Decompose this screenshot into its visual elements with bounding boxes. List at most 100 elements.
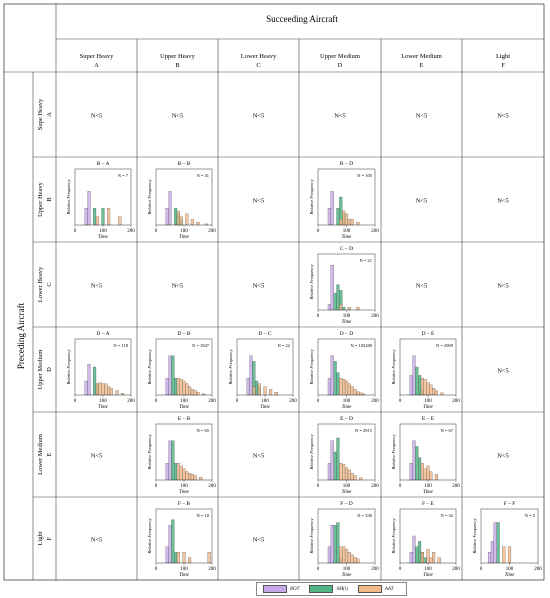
- x-tick-label: 200: [534, 567, 542, 572]
- x-tick-label: 100: [343, 484, 351, 489]
- histogram-bar-rot: [249, 355, 253, 396]
- histogram-bar-aat: [188, 557, 192, 564]
- y-axis-label: Relative Frequency: [147, 519, 152, 555]
- x-axis-label: Time: [342, 490, 353, 495]
- x-axis-label: Time: [342, 235, 353, 240]
- histogram-bar-aat: [342, 379, 346, 396]
- x-tick-label: 100: [180, 399, 188, 404]
- x-tick-label: 100: [424, 567, 432, 572]
- histogram-bar-aat: [190, 219, 194, 226]
- histogram-bar-aat: [185, 471, 189, 481]
- panel-count: N = 10: [196, 513, 209, 518]
- histogram-bar-sm: [336, 372, 340, 396]
- x-axis-label: Time: [179, 235, 190, 240]
- x-tick-label: 200: [208, 229, 216, 234]
- histogram-bar-aat: [342, 210, 346, 226]
- histogram-bar-rot: [412, 355, 416, 396]
- histogram-bar-aat: [196, 222, 200, 226]
- legend: ROT SM(i) AAT: [256, 582, 407, 596]
- histogram-panel: D – C N = 22 0 100 200 Time Relative Frequency: [228, 331, 297, 410]
- empty-cell-label: N<5: [334, 113, 346, 120]
- histogram-bar-aat: [182, 552, 186, 564]
- histogram-bar-sm: [174, 552, 178, 564]
- legend-label-aat: AAT: [384, 586, 394, 592]
- histogram-bar-aat: [101, 383, 105, 396]
- panel-title: D – A: [96, 331, 109, 337]
- panel-title: F – F: [504, 501, 516, 507]
- histogram-bar-rot: [409, 375, 413, 396]
- x-axis-label: Time: [98, 405, 109, 410]
- row-header-letter: B: [46, 197, 53, 202]
- panel-count: N = 67: [440, 428, 453, 433]
- x-tick-label: 200: [371, 314, 379, 319]
- row-header-letter: F: [46, 536, 53, 540]
- x-tick-label: 0: [317, 314, 320, 319]
- x-axis-label: Time: [342, 320, 353, 325]
- histogram-bar-sm: [336, 437, 340, 481]
- histogram-panel: D – D N = 103280 0 100 200 Time Relative Frequ…: [309, 331, 379, 410]
- empty-cell-label: N<5: [497, 198, 509, 205]
- histogram-bar-rot: [246, 378, 250, 396]
- x-tick-label: 100: [424, 399, 432, 404]
- y-axis-label: Relative Frequency: [147, 350, 152, 386]
- column-header-letter: C: [256, 62, 260, 69]
- histogram-bar-aat: [344, 213, 349, 226]
- table-border: [3, 3, 545, 581]
- x-tick-label: 0: [317, 399, 320, 404]
- histogram-bar-aat: [423, 468, 427, 481]
- empty-cell-label: N<5: [91, 453, 103, 460]
- histogram-bar-aat: [420, 463, 424, 481]
- histogram-bar-rot: [84, 380, 88, 396]
- histogram-bar-aat: [426, 549, 430, 564]
- histogram-bar-aat: [109, 388, 113, 396]
- histogram-bar-rot: [409, 463, 413, 481]
- histogram-bar-aat: [353, 475, 357, 481]
- histogram-bar-aat: [179, 216, 183, 226]
- panel-title: C – D: [340, 246, 353, 252]
- histogram-bar-aat: [252, 386, 256, 396]
- histogram-bar-rot: [168, 191, 172, 226]
- histogram-cells: N<5 N<5 N<5 N<5 N<5 N<5 B – A N = 7 0 100 200 Time R…: [66, 113, 542, 579]
- histogram-bar-rot: [412, 440, 416, 481]
- histogram-bar-aat: [190, 474, 194, 481]
- histogram-bar-aat: [257, 383, 261, 396]
- histogram-bar-aat: [104, 383, 108, 396]
- histogram-bar-aat: [440, 392, 444, 396]
- histogram-bar-sm: [93, 208, 97, 226]
- histogram-bar-sm: [171, 440, 175, 481]
- histogram-bar-aat: [95, 383, 99, 396]
- histogram-bar-aat: [339, 463, 343, 481]
- x-tick-label: 200: [127, 399, 135, 404]
- column-header-letter: F: [501, 62, 505, 69]
- x-axis-label: Time: [98, 235, 109, 240]
- histogram-panel: E – B N = 65 0 100 200 Time Relative Frequency: [147, 416, 216, 495]
- x-tick-label: 0: [480, 567, 483, 572]
- empty-cell-label: N<5: [253, 198, 265, 205]
- histogram-bar-aat: [342, 546, 346, 564]
- histogram-bar-aat: [359, 392, 363, 396]
- histogram-bar-aat: [432, 552, 436, 564]
- histogram-bar-sm: [336, 208, 340, 226]
- histogram-bar-aat: [429, 384, 433, 396]
- histogram-bar-sm: [415, 546, 419, 564]
- histogram-bar-aat: [188, 473, 192, 481]
- histogram-bar-sm: [333, 451, 337, 481]
- histogram-bar-aat: [107, 386, 111, 396]
- panel-title: E – D: [340, 416, 353, 422]
- histogram-bar-aat: [429, 557, 433, 564]
- panel-count: N = 2909: [436, 343, 454, 348]
- histogram-panel: D – A N = 118 0 100 200 Time Relative Frequenc…: [66, 331, 135, 410]
- histogram-bar-aat: [356, 391, 360, 396]
- histogram-panel: B – B N = 41 0 100 200 Time Relative Frequency: [147, 161, 216, 240]
- x-tick-label: 0: [399, 484, 402, 489]
- x-axis-label: Time: [423, 490, 434, 495]
- panel-title: B – D: [340, 161, 353, 167]
- x-tick-label: 100: [343, 399, 351, 404]
- empty-cell-label: N<5: [172, 283, 184, 290]
- panel-count: N = 536: [357, 513, 373, 518]
- column-header-name: Lower Medium: [401, 53, 442, 60]
- histogram-bar-aat: [434, 390, 438, 396]
- histogram-bar-aat: [420, 378, 424, 396]
- panel-count: N = 118: [113, 343, 128, 348]
